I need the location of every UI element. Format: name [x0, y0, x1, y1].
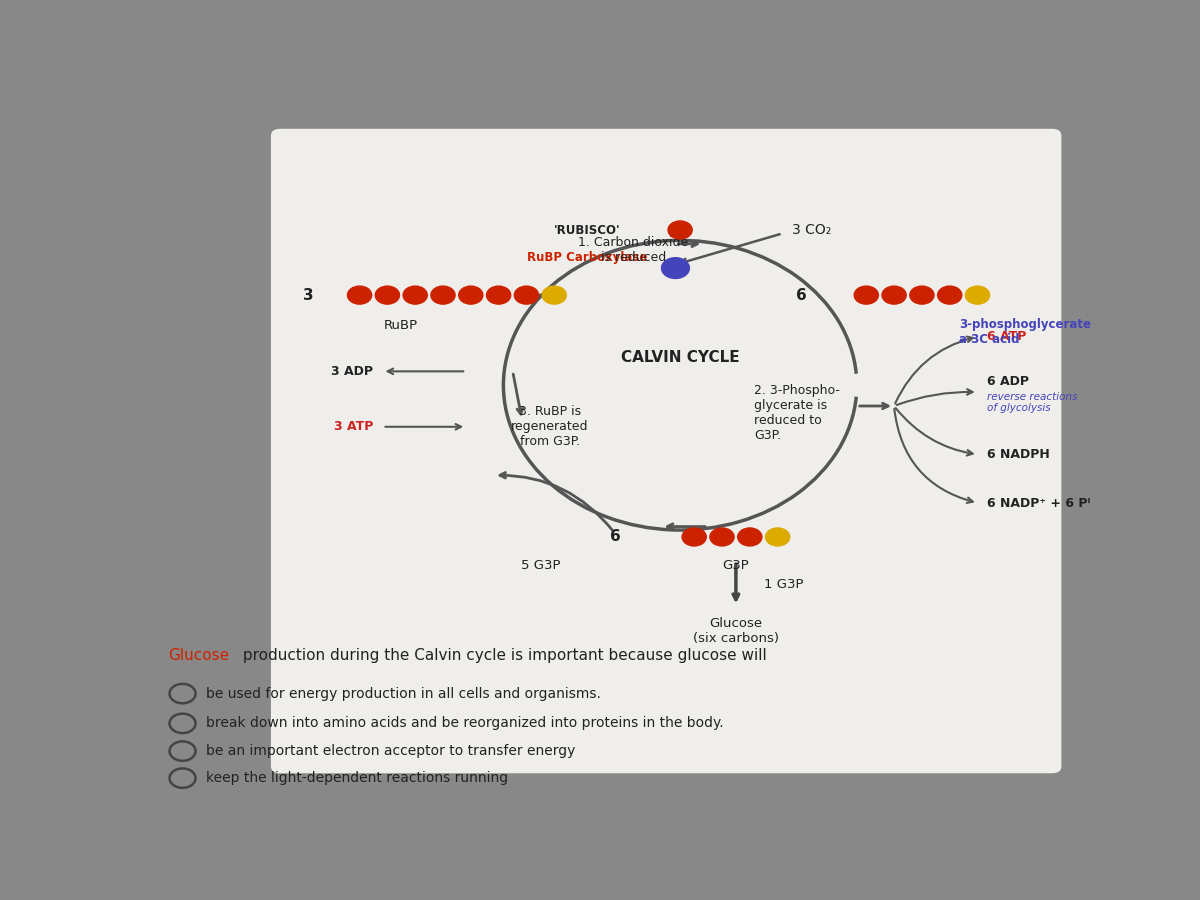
Circle shape: [515, 286, 539, 304]
Circle shape: [966, 286, 990, 304]
Text: Glucose: Glucose: [168, 648, 229, 663]
Circle shape: [661, 257, 690, 278]
Text: 3. RuBP is
regenerated
from G3P.: 3. RuBP is regenerated from G3P.: [511, 405, 589, 448]
Text: RuBP Carboxylase: RuBP Carboxylase: [527, 251, 647, 264]
Circle shape: [854, 286, 878, 304]
Text: 3-phosphoglycerate
a 3C acid: 3-phosphoglycerate a 3C acid: [959, 318, 1091, 346]
Text: be used for energy production in all cells and organisms.: be used for energy production in all cel…: [206, 687, 601, 700]
Circle shape: [542, 286, 566, 304]
Text: 'RUBISCO': 'RUBISCO': [553, 224, 620, 237]
Text: 6 ADP: 6 ADP: [986, 375, 1030, 388]
Text: keep the light-dependent reactions running: keep the light-dependent reactions runni…: [206, 771, 508, 785]
Text: 6 NADP⁺ + 6 Pᴵ: 6 NADP⁺ + 6 Pᴵ: [986, 497, 1091, 509]
Circle shape: [486, 286, 511, 304]
FancyBboxPatch shape: [271, 129, 1062, 773]
Text: 6 NADPH: 6 NADPH: [986, 448, 1050, 461]
Text: production during the Calvin cycle is important because glucose will: production during the Calvin cycle is im…: [239, 648, 767, 663]
Text: Glucose
(six carbons): Glucose (six carbons): [692, 616, 779, 644]
Text: be an important electron acceptor to transfer energy: be an important electron acceptor to tra…: [206, 744, 575, 758]
Text: 1. Carbon dioxide
is reduced: 1. Carbon dioxide is reduced: [578, 236, 689, 264]
Text: reverse reactions
of glycolysis: reverse reactions of glycolysis: [986, 392, 1078, 413]
Circle shape: [376, 286, 400, 304]
Text: 6: 6: [796, 288, 806, 302]
Text: CALVIN CYCLE: CALVIN CYCLE: [620, 350, 739, 365]
Circle shape: [668, 221, 692, 239]
Circle shape: [403, 286, 427, 304]
Circle shape: [910, 286, 934, 304]
Text: 1 G3P: 1 G3P: [764, 578, 803, 590]
Circle shape: [458, 286, 482, 304]
Text: G3P: G3P: [722, 559, 749, 572]
Text: 3 ATP: 3 ATP: [334, 420, 373, 433]
Circle shape: [766, 528, 790, 546]
Circle shape: [738, 528, 762, 546]
Text: 3 ADP: 3 ADP: [331, 364, 373, 378]
Text: 5 G3P: 5 G3P: [521, 559, 560, 572]
Circle shape: [682, 528, 707, 546]
Text: RuBP: RuBP: [384, 320, 418, 332]
Text: 3 CO₂: 3 CO₂: [792, 223, 830, 237]
Circle shape: [431, 286, 455, 304]
Circle shape: [937, 286, 961, 304]
Text: break down into amino acids and be reorganized into proteins in the body.: break down into amino acids and be reorg…: [206, 716, 724, 731]
Circle shape: [348, 286, 372, 304]
Text: 6: 6: [610, 529, 620, 544]
Circle shape: [882, 286, 906, 304]
Text: 2. 3-Phospho-
glycerate is
reduced to
G3P.: 2. 3-Phospho- glycerate is reduced to G3…: [755, 384, 840, 442]
Text: 6 ATP: 6 ATP: [986, 330, 1026, 343]
Circle shape: [710, 528, 734, 546]
Text: 3: 3: [302, 288, 313, 302]
